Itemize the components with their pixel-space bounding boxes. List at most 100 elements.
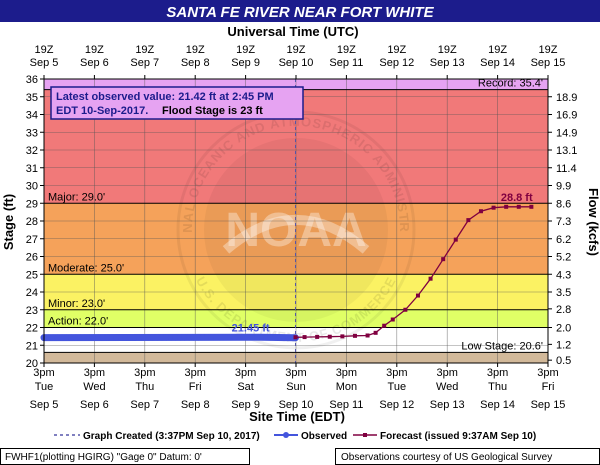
forecast-point bbox=[516, 204, 521, 209]
forecast-point bbox=[478, 209, 483, 214]
latest-observed-annotation: Latest observed value: 21.42 ft at 2:45 … bbox=[50, 86, 304, 120]
forecast-point bbox=[352, 333, 357, 338]
observed-point bbox=[181, 334, 188, 341]
series: 21.45 ft 28.8 ft bbox=[40, 192, 534, 342]
flow-tick-label: 2.0 bbox=[556, 323, 571, 335]
threshold-label: Low Stage: 20.6' bbox=[461, 340, 543, 352]
local-tick-date: Sep 12 bbox=[379, 399, 414, 411]
utc-tick-date: Sep 8 bbox=[181, 57, 210, 69]
local-tick-time: 3pm bbox=[33, 367, 54, 379]
utc-tick-hour: 19Z bbox=[287, 44, 306, 56]
stage-tick-label: 30 bbox=[26, 181, 38, 193]
observed-point bbox=[272, 334, 279, 341]
stage-tick-label: 20 bbox=[26, 358, 38, 370]
observed-point bbox=[195, 334, 202, 341]
legend-forecast-marker bbox=[363, 433, 367, 437]
observed-point bbox=[263, 334, 270, 341]
utc-tick-date: Sep 7 bbox=[130, 57, 159, 69]
observed-point bbox=[54, 334, 61, 341]
flow-tick-label: 18.9 bbox=[556, 92, 577, 104]
local-tick-time: 3pm bbox=[84, 367, 105, 379]
utc-tick-hour: 19Z bbox=[85, 44, 104, 56]
observed-point bbox=[136, 334, 143, 341]
utc-tick-hour: 19Z bbox=[35, 44, 54, 56]
title-bar bbox=[0, 0, 600, 22]
observed-point bbox=[281, 334, 288, 341]
observed-value-label: 21.45 ft bbox=[232, 322, 270, 334]
observed-point bbox=[99, 334, 107, 341]
observed-point bbox=[185, 334, 193, 341]
observed-point bbox=[58, 334, 66, 341]
observed-point bbox=[154, 334, 161, 341]
forecast-point bbox=[382, 323, 387, 328]
observed-point bbox=[226, 334, 234, 341]
utc-tick-hour: 19Z bbox=[387, 44, 406, 56]
threshold-labels: Record: 35.4' Major: 29.0' Moderate: 25.0'… bbox=[44, 78, 548, 353]
utc-tick-date: Sep 11 bbox=[329, 57, 363, 69]
local-tick-time: 3pm bbox=[386, 367, 407, 379]
threshold-label: Major: 29.0' bbox=[48, 191, 105, 203]
observed-point bbox=[49, 334, 57, 341]
local-tick-time: 3pm bbox=[537, 367, 558, 379]
local-tick-day: Sun bbox=[286, 381, 306, 393]
right-axis-label: Flow (kcfs) bbox=[586, 188, 600, 256]
observed-point bbox=[81, 334, 89, 341]
axis-ticks: 20 21 22 23 24 25 26 27 28 29 30 31 32 33 34 35 36 0.5 1.2… bbox=[26, 44, 578, 411]
forecast-crest-label: 28.8 ft bbox=[501, 192, 533, 204]
local-tick-date: Sep 10 bbox=[279, 399, 314, 411]
flow-tick-label: 7.3 bbox=[556, 216, 571, 228]
forecast-point bbox=[315, 334, 320, 339]
observed-point bbox=[108, 334, 116, 341]
utc-tick-hour: 19Z bbox=[438, 44, 457, 56]
observed-point bbox=[199, 334, 206, 341]
utc-tick-hour: 19Z bbox=[236, 44, 255, 56]
observed-point bbox=[240, 334, 247, 341]
observed-point bbox=[104, 334, 111, 341]
local-tick-time: 3pm bbox=[134, 367, 155, 379]
local-tick-date: Sep 8 bbox=[181, 399, 210, 411]
stage-tick-label: 33 bbox=[26, 127, 38, 139]
observed-point bbox=[145, 334, 152, 341]
annotation-box bbox=[50, 86, 304, 120]
top-axis-title: Universal Time (UTC) bbox=[227, 24, 358, 39]
stage-tick-label: 36 bbox=[26, 74, 38, 86]
utc-tick-date: Sep 12 bbox=[379, 57, 414, 69]
observed-point bbox=[213, 334, 220, 341]
local-tick-day: Wed bbox=[436, 381, 458, 393]
footer-courtesy-text: Observations courtesy of US Geological S… bbox=[341, 452, 552, 463]
observed-point bbox=[172, 334, 179, 341]
forecast-point bbox=[504, 204, 509, 209]
observed-point bbox=[253, 334, 261, 341]
stage-tick-label: 31 bbox=[26, 163, 38, 175]
flow-tick-label: 16.9 bbox=[556, 110, 577, 122]
observed-point bbox=[126, 334, 134, 341]
forecast-point bbox=[529, 204, 534, 209]
threshold-label: Record: 35.4' bbox=[478, 78, 543, 90]
local-tick-time: 3pm bbox=[184, 367, 205, 379]
utc-tick-date: Sep 9 bbox=[231, 57, 260, 69]
stage-tick-label: 21 bbox=[26, 340, 38, 352]
local-tick-date: Sep 6 bbox=[80, 399, 109, 411]
threshold-label: Moderate: 25.0' bbox=[48, 262, 124, 274]
flow-tick-label: 14.9 bbox=[556, 127, 577, 139]
forecast-point bbox=[302, 335, 307, 340]
observed-point bbox=[149, 334, 157, 341]
observed-point bbox=[68, 334, 75, 341]
utc-tick-date: Sep 15 bbox=[531, 57, 566, 69]
flow-tick-label: 13.1 bbox=[556, 145, 577, 157]
utc-tick-hour: 19Z bbox=[488, 44, 507, 56]
local-tick-date: Sep 11 bbox=[329, 399, 363, 411]
forecast-point bbox=[466, 218, 471, 223]
forecast-point bbox=[365, 333, 370, 338]
local-tick-day: Thu bbox=[488, 381, 507, 393]
stage-tick-label: 34 bbox=[26, 110, 38, 122]
observed-point bbox=[249, 334, 256, 341]
threshold-label: Minor: 23.0' bbox=[48, 298, 105, 310]
local-tick-date: Sep 5 bbox=[30, 399, 59, 411]
observed-point bbox=[190, 334, 197, 341]
stage-tick-label: 29 bbox=[26, 198, 38, 210]
forecast-point bbox=[415, 293, 420, 298]
local-tick-time: 3pm bbox=[235, 367, 256, 379]
local-tick-time: 3pm bbox=[285, 367, 306, 379]
